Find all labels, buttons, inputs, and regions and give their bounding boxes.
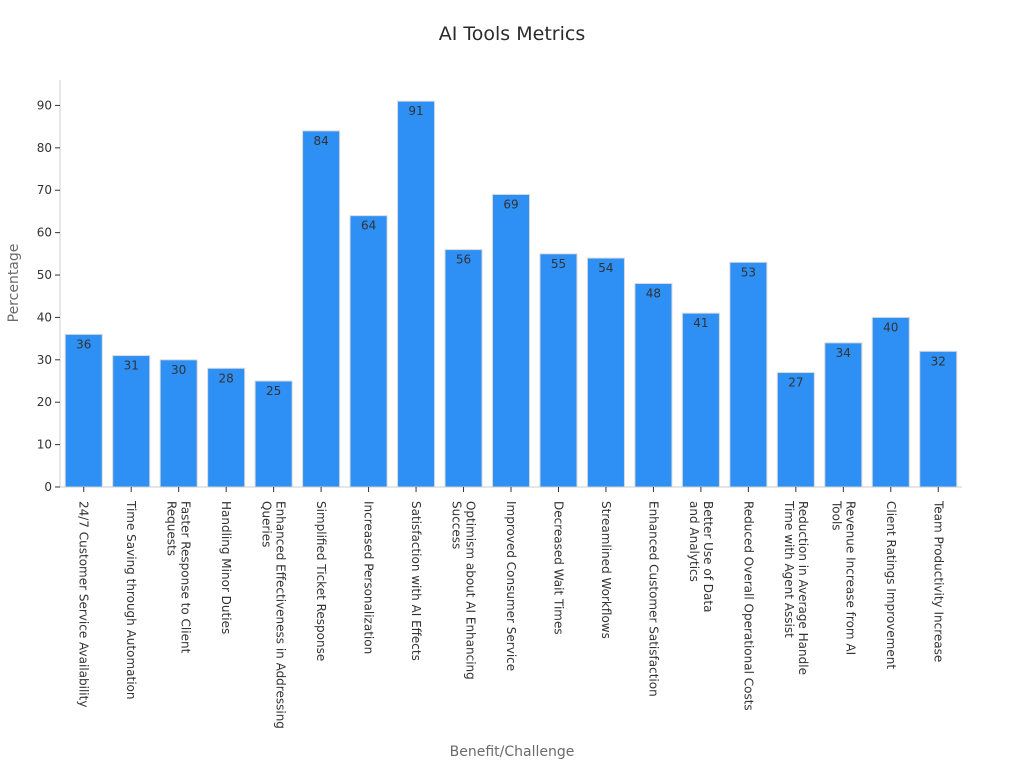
bar bbox=[349, 215, 388, 488]
y-tick-label: 20 bbox=[37, 395, 52, 409]
y-tick-label: 0 bbox=[44, 480, 52, 494]
y-axis: 0 10 20 30 40 50 60 70 80 90 bbox=[37, 80, 61, 494]
bar bbox=[112, 355, 151, 488]
bar bbox=[681, 312, 720, 488]
x-tick-label: Time with Agent Assist bbox=[782, 500, 796, 638]
x-tick-label: Simplified Ticket Response bbox=[314, 501, 328, 661]
bar-value-label: 36 bbox=[76, 337, 91, 351]
bar-value-label: 32 bbox=[931, 354, 946, 368]
y-tick-label: 50 bbox=[37, 268, 52, 282]
y-axis-title: Percentage bbox=[6, 244, 22, 323]
bar bbox=[586, 257, 625, 488]
bar bbox=[207, 367, 246, 488]
x-tick-label: Streamlined Workflows bbox=[599, 501, 613, 639]
bar-value-label: 64 bbox=[361, 219, 376, 233]
bar-value-label: 53 bbox=[741, 265, 756, 279]
bar bbox=[919, 350, 958, 488]
bar-value-label: 56 bbox=[456, 253, 471, 267]
x-tick-label: Better Use of Data bbox=[701, 501, 715, 612]
x-axis: 24/7 Customer Service Availability Time S… bbox=[60, 486, 962, 729]
bar bbox=[539, 253, 578, 488]
bar-value-label: 31 bbox=[124, 359, 139, 373]
x-tick-label: Reduced Overall Operational Costs bbox=[741, 501, 755, 711]
x-tick-label: Enhanced Effectiveness in Addressing bbox=[274, 501, 288, 729]
bar bbox=[729, 261, 768, 488]
bar-value-label: 48 bbox=[646, 287, 661, 301]
x-tick-label: Optimism about AI Enhancing bbox=[464, 501, 478, 680]
chart-title: AI Tools Metrics bbox=[439, 23, 585, 45]
y-tick-label: 60 bbox=[37, 226, 52, 240]
x-tick-label: Improved Consumer Service bbox=[504, 501, 518, 671]
y-tick-label: 40 bbox=[37, 310, 52, 324]
bar bbox=[776, 372, 815, 488]
bar bbox=[397, 100, 436, 488]
x-tick-label: Faster Response to Client bbox=[179, 501, 193, 654]
x-tick-label: Enhanced Customer Satisfaction bbox=[646, 501, 660, 697]
bar bbox=[159, 359, 198, 488]
bar-value-label: 34 bbox=[836, 346, 851, 360]
x-axis-title: Benefit/Challenge bbox=[450, 744, 575, 760]
x-tick-label: Revenue Increase from AI bbox=[843, 501, 857, 655]
y-tick-label: 70 bbox=[37, 183, 52, 197]
bar bbox=[871, 316, 910, 488]
x-tick-label: Increased Personalization bbox=[362, 501, 376, 654]
bar bbox=[634, 283, 673, 488]
x-tick-label: Requests bbox=[165, 501, 179, 556]
x-tick-label: Handling Minor Duties bbox=[219, 501, 233, 634]
bar-value-label: 28 bbox=[219, 371, 234, 385]
x-tick-label: Time Saving through Automation bbox=[124, 500, 138, 699]
x-tick-label: Queries bbox=[260, 501, 274, 547]
bars-group: 36 31 30 28 25 84 64 91 56 69 55 54 48 41 53 27 34 40 32 bbox=[64, 100, 958, 488]
y-tick-label: 30 bbox=[37, 353, 52, 367]
bar-value-label: 54 bbox=[598, 261, 613, 275]
y-tick-label: 80 bbox=[37, 141, 52, 155]
bar-value-label: 69 bbox=[503, 197, 518, 211]
y-tick-label: 90 bbox=[37, 98, 52, 112]
x-tick-label: Success bbox=[450, 501, 464, 549]
x-tick-label: and Analytics bbox=[687, 501, 701, 582]
bar bbox=[302, 130, 341, 488]
x-tick-label: Tools bbox=[829, 500, 843, 531]
bar bbox=[824, 342, 863, 488]
bar bbox=[491, 193, 531, 488]
bar-value-label: 25 bbox=[266, 384, 281, 398]
bar-value-label: 91 bbox=[408, 104, 423, 118]
x-tick-label: Reduction in Average Handle bbox=[796, 501, 810, 675]
x-tick-label: Decreased Wait Times bbox=[551, 501, 565, 635]
bar-value-label: 84 bbox=[313, 134, 328, 148]
bar-value-label: 40 bbox=[883, 320, 898, 334]
y-tick-label: 10 bbox=[37, 438, 52, 452]
x-tick-label: Client Ratings Improvement bbox=[884, 501, 898, 669]
bar bbox=[444, 249, 483, 488]
bar-value-label: 30 bbox=[171, 363, 186, 377]
bar-value-label: 55 bbox=[551, 257, 566, 271]
x-tick-label: 24/7 Customer Service Availability bbox=[77, 501, 91, 707]
bar-value-label: 41 bbox=[693, 316, 708, 330]
bar-value-label: 27 bbox=[788, 376, 803, 390]
bar bbox=[64, 333, 103, 488]
bar bbox=[254, 380, 293, 488]
x-tick-label: Satisfaction with AI Effects bbox=[409, 501, 423, 661]
x-tick-label: Team Productivity Increase bbox=[931, 500, 945, 662]
